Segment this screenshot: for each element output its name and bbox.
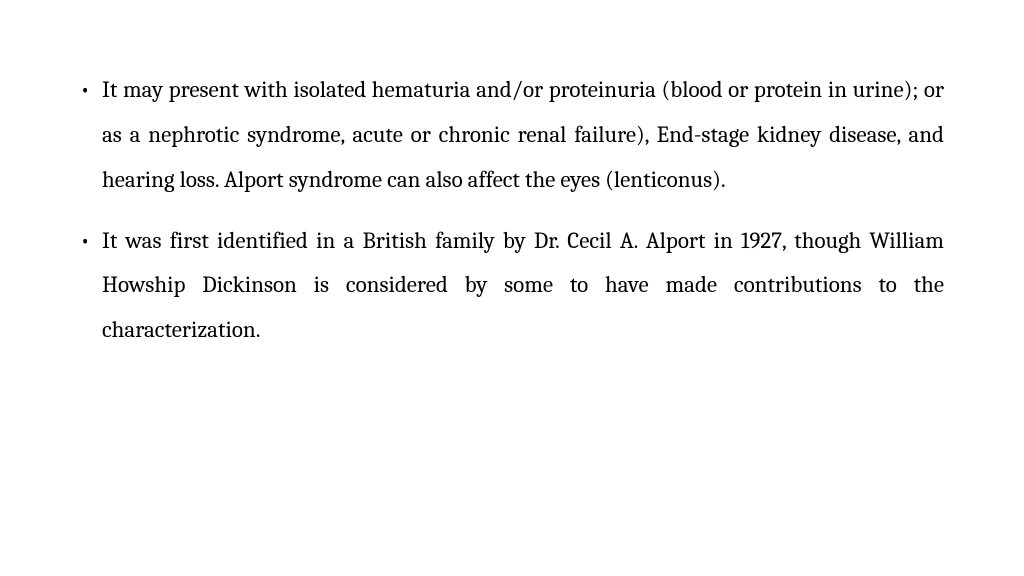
bullet-item: It may present with isolated hematuria a… — [80, 68, 944, 203]
bullet-text: It may present with isolated hematuria a… — [102, 76, 944, 193]
bullet-item: It was first identified in a British fam… — [80, 219, 944, 354]
bullet-list: It may present with isolated hematuria a… — [80, 68, 944, 353]
bullet-text: It was first identified in a British fam… — [102, 227, 944, 344]
